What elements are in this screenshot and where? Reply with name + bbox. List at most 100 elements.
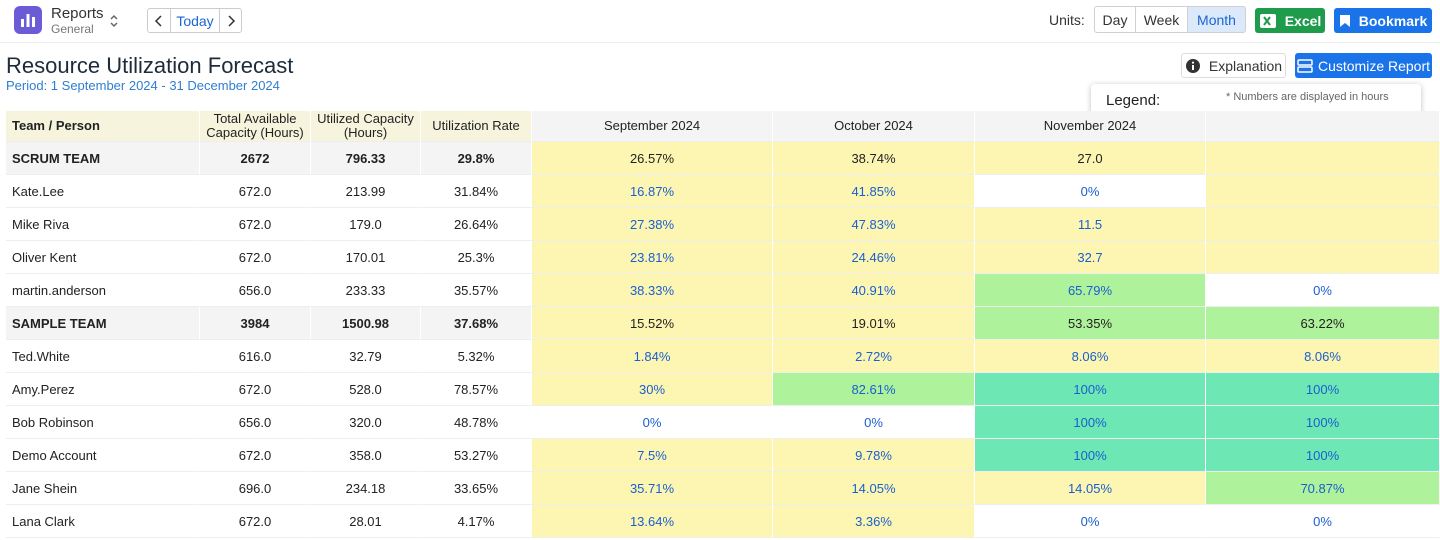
month-cell[interactable]: 16.87% bbox=[532, 175, 773, 208]
month-cell[interactable] bbox=[1206, 208, 1440, 241]
month-cell[interactable]: 23.81% bbox=[532, 241, 773, 274]
today-button[interactable]: Today bbox=[170, 8, 220, 33]
month-cell[interactable]: 0% bbox=[975, 505, 1206, 538]
column-header: Utilization Rate bbox=[421, 111, 532, 142]
explanation-label: Explanation bbox=[1208, 57, 1283, 74]
month-cell[interactable]: 65.79% bbox=[975, 274, 1206, 307]
row-rate: 29.8% bbox=[421, 142, 532, 175]
month-cell[interactable]: 100% bbox=[1206, 406, 1440, 439]
unit-option[interactable]: Month bbox=[1187, 6, 1246, 33]
row-rate: 4.17% bbox=[421, 505, 532, 538]
person-name: Ted.White bbox=[6, 340, 200, 373]
month-cell[interactable]: 14.05% bbox=[975, 472, 1206, 505]
month-cell[interactable]: 30% bbox=[532, 373, 773, 406]
month-cell[interactable]: 82.61% bbox=[773, 373, 975, 406]
customize-button[interactable]: Customize Report bbox=[1295, 53, 1432, 78]
month-cell[interactable]: 7.5% bbox=[532, 439, 773, 472]
month-cell[interactable]: 8.06% bbox=[975, 340, 1206, 373]
column-header bbox=[1206, 111, 1440, 142]
month-cell[interactable]: 100% bbox=[975, 373, 1206, 406]
row-utilized: 213.99 bbox=[311, 175, 421, 208]
app-logo[interactable] bbox=[14, 6, 42, 34]
row-total: 2672 bbox=[200, 142, 311, 175]
unit-option[interactable]: Week bbox=[1135, 6, 1188, 33]
row-utilized: 233.33 bbox=[311, 274, 421, 307]
prev-button[interactable] bbox=[147, 8, 171, 33]
person-name: Amy.Perez bbox=[6, 373, 200, 406]
row-utilized: 796.33 bbox=[311, 142, 421, 175]
month-cell[interactable]: 8.06% bbox=[1206, 340, 1440, 373]
row-total: 672.0 bbox=[200, 373, 311, 406]
person-name: Lana Clark bbox=[6, 505, 200, 538]
month-cell[interactable]: 35.71% bbox=[532, 472, 773, 505]
row-utilized: 320.0 bbox=[311, 406, 421, 439]
month-cell[interactable]: 3.36% bbox=[773, 505, 975, 538]
month-cell[interactable]: 11.5 bbox=[975, 208, 1206, 241]
month-cell[interactable]: 13.64% bbox=[532, 505, 773, 538]
row-rate: 53.27% bbox=[421, 439, 532, 472]
excel-button[interactable]: Excel bbox=[1255, 8, 1325, 33]
person-name: martin.anderson bbox=[6, 274, 200, 307]
month-cell[interactable]: 40.91% bbox=[773, 274, 975, 307]
row-utilized: 528.0 bbox=[311, 373, 421, 406]
month-cell[interactable]: 1.84% bbox=[532, 340, 773, 373]
month-cell[interactable]: 100% bbox=[1206, 373, 1440, 406]
workspace-name: General bbox=[51, 22, 94, 36]
units-label: Units: bbox=[1049, 12, 1085, 28]
month-cell[interactable]: 2.72% bbox=[773, 340, 975, 373]
month-cell[interactable]: 9.78% bbox=[773, 439, 975, 472]
row-rate: 26.64% bbox=[421, 208, 532, 241]
month-cell: 27.0 bbox=[975, 142, 1206, 175]
switch-chevron[interactable] bbox=[108, 12, 120, 30]
month-cell: 63.22% bbox=[1206, 307, 1440, 340]
month-cell[interactable]: 100% bbox=[975, 406, 1206, 439]
row-total: 672.0 bbox=[200, 439, 311, 472]
month-cell[interactable]: 27.38% bbox=[532, 208, 773, 241]
month-cell[interactable]: 24.46% bbox=[773, 241, 975, 274]
month-cell[interactable]: 32.7 bbox=[975, 241, 1206, 274]
month-cell[interactable]: 0% bbox=[532, 406, 773, 439]
month-cell[interactable]: 14.05% bbox=[773, 472, 975, 505]
bookmark-button[interactable]: Bookmark bbox=[1334, 8, 1432, 33]
column-header: October 2024 bbox=[773, 111, 975, 142]
month-cell: 19.01% bbox=[773, 307, 975, 340]
row-total: 696.0 bbox=[200, 472, 311, 505]
month-cell: 26.57% bbox=[532, 142, 773, 175]
column-header: Total Available Capacity (Hours) bbox=[200, 111, 311, 142]
month-cell[interactable]: 0% bbox=[975, 175, 1206, 208]
next-button[interactable] bbox=[219, 8, 242, 33]
explanation-button[interactable]: Explanation bbox=[1181, 53, 1286, 78]
row-utilized: 32.79 bbox=[311, 340, 421, 373]
top-bar bbox=[0, 0, 1440, 43]
row-rate: 5.32% bbox=[421, 340, 532, 373]
month-cell[interactable]: 41.85% bbox=[773, 175, 975, 208]
row-utilized: 179.0 bbox=[311, 208, 421, 241]
month-cell[interactable]: 0% bbox=[1206, 505, 1440, 538]
row-utilized: 358.0 bbox=[311, 439, 421, 472]
month-cell[interactable]: 70.87% bbox=[1206, 472, 1440, 505]
bookmark-label: Bookmark bbox=[1358, 12, 1428, 29]
column-header: November 2024 bbox=[975, 111, 1206, 142]
customize-label: Customize Report bbox=[1317, 57, 1431, 74]
month-cell[interactable]: 38.33% bbox=[532, 274, 773, 307]
month-cell: 53.35% bbox=[975, 307, 1206, 340]
row-utilized: 170.01 bbox=[311, 241, 421, 274]
person-name: Demo Account bbox=[6, 439, 200, 472]
column-header: Team / Person bbox=[6, 111, 200, 142]
month-cell[interactable]: 100% bbox=[975, 439, 1206, 472]
month-cell[interactable]: 0% bbox=[773, 406, 975, 439]
month-cell[interactable]: 47.83% bbox=[773, 208, 975, 241]
month-cell[interactable] bbox=[1206, 175, 1440, 208]
month-cell[interactable] bbox=[1206, 241, 1440, 274]
person-name: Jane Shein bbox=[6, 472, 200, 505]
column-header: Utilized Capacity (Hours) bbox=[311, 111, 421, 142]
legend-title: Legend: bbox=[1106, 92, 1161, 109]
unit-option[interactable]: Day bbox=[1094, 6, 1136, 33]
legend-note: * Numbers are displayed in hours bbox=[1226, 91, 1389, 103]
month-cell[interactable]: 0% bbox=[1206, 274, 1440, 307]
month-cell[interactable]: 100% bbox=[1206, 439, 1440, 472]
month-cell: 15.52% bbox=[532, 307, 773, 340]
team-name: SAMPLE TEAM bbox=[6, 307, 200, 340]
month-cell: 38.74% bbox=[773, 142, 975, 175]
